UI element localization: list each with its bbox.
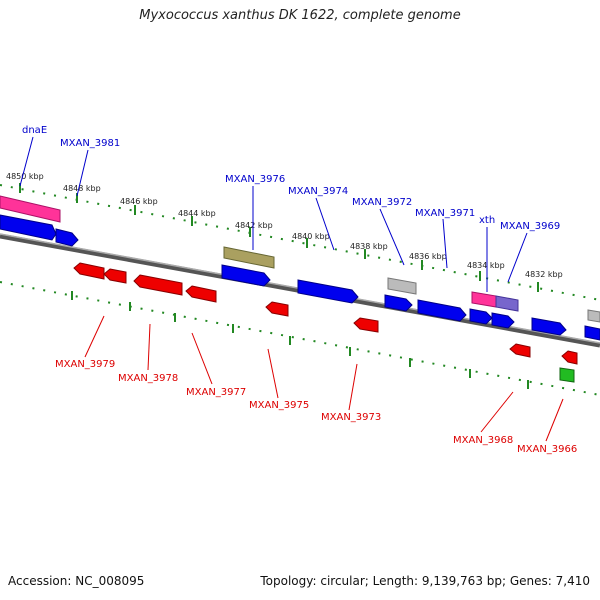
gene-mxan-3975[interactable] <box>265 301 289 317</box>
ruler-tick-label: 4838 kbp <box>350 242 388 251</box>
gene-blue[interactable] <box>0 214 57 241</box>
ruler-tick-label: 4844 kbp <box>178 209 216 218</box>
gene-blue[interactable] <box>55 228 79 247</box>
label-mxan-3969[interactable]: MXAN_3969 <box>500 221 560 232</box>
gene-green[interactable] <box>559 367 575 383</box>
gene-mxan-3978[interactable] <box>133 274 183 296</box>
gene-blue[interactable] <box>469 308 493 325</box>
label-dnaE[interactable]: dnaE <box>22 125 47 136</box>
map-title: Myxococcus xanthus DK 1622, complete gen… <box>139 8 461 23</box>
ruler-tick-label: 4842 kbp <box>235 221 273 230</box>
gene-mxan-3969[interactable] <box>495 295 519 312</box>
forward-labels: dnaE MXAN_3981 MXAN_3976 MXAN_3974 MXAN_… <box>22 125 560 232</box>
label-mxan-3976[interactable]: MXAN_3976 <box>225 174 285 185</box>
label-mxan-3972[interactable]: MXAN_3972 <box>352 197 412 208</box>
gene-mxan-3968[interactable] <box>509 343 531 358</box>
label-mxan-3973[interactable]: MXAN_3973 <box>321 412 381 423</box>
label-mxan-3968[interactable]: MXAN_3968 <box>453 435 513 446</box>
ruler-tick-label: 4846 kbp <box>120 197 158 206</box>
ruler-tick-label: 4848 kbp <box>63 184 101 193</box>
gene-mxan-3976[interactable] <box>223 246 275 269</box>
gene-blue[interactable] <box>491 312 515 329</box>
label-mxan-3975[interactable]: MXAN_3975 <box>249 400 309 411</box>
label-mxan-3978[interactable]: MXAN_3978 <box>118 373 178 384</box>
ruler-tick-label: 4850 kbp <box>6 172 44 181</box>
ruler-tick-label: 4836 kbp <box>409 252 447 261</box>
reverse-genes <box>73 262 578 383</box>
gene-mxan-3974[interactable] <box>297 279 359 304</box>
gene-dnaE[interactable] <box>0 195 61 223</box>
reverse-labels: MXAN_3979 MXAN_3978 MXAN_3977 MXAN_3975 … <box>55 359 577 455</box>
label-mxan-3971[interactable]: MXAN_3971 <box>415 208 475 219</box>
reverse-leaders <box>84 315 564 442</box>
ruler-tick-label: 4832 kbp <box>525 270 563 279</box>
gene-blue[interactable] <box>384 294 413 312</box>
gene-mxan-3977[interactable] <box>185 285 217 303</box>
gene-mxan-3972[interactable] <box>387 277 417 295</box>
label-mxan-3979[interactable]: MXAN_3979 <box>55 359 115 370</box>
ruler-tick-label: 4834 kbp <box>467 261 505 270</box>
gene-mxan-3971[interactable] <box>417 299 467 322</box>
gene-blue[interactable] <box>531 317 567 336</box>
label-mxan-3974[interactable]: MXAN_3974 <box>288 186 348 197</box>
lower-ticks <box>71 291 529 389</box>
gene-mxan-3966[interactable] <box>561 350 578 365</box>
gene-xth[interactable] <box>471 291 497 308</box>
ruler-tick-label: 4840 kbp <box>292 232 330 241</box>
label-mxan-3977[interactable]: MXAN_3977 <box>186 387 246 398</box>
gene-mxan-3979[interactable] <box>73 262 105 280</box>
label-xth[interactable]: xth <box>479 215 495 226</box>
gene-grey[interactable] <box>587 309 600 323</box>
forward-leaders <box>19 136 528 292</box>
gene-blue[interactable] <box>584 325 600 341</box>
forward-genes <box>0 195 600 341</box>
genome-info-text: Topology: circular; Length: 9,139,763 bp… <box>260 574 590 588</box>
label-mxan-3981[interactable]: MXAN_3981 <box>60 138 120 149</box>
accession-text: Accession: NC_008095 <box>8 574 145 588</box>
gene-blue[interactable] <box>221 264 271 287</box>
gene-red[interactable] <box>103 268 127 284</box>
gene-mxan-3973[interactable] <box>353 317 379 333</box>
label-mxan-3966[interactable]: MXAN_3966 <box>517 444 577 455</box>
